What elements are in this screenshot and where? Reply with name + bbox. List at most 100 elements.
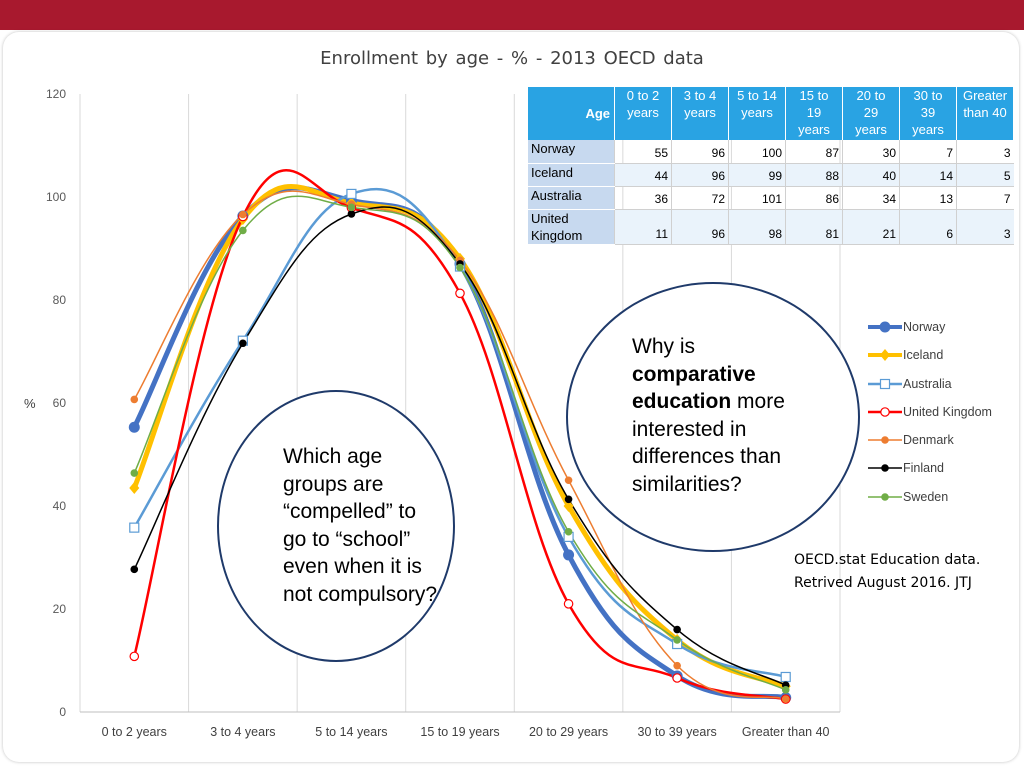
series-line: [133, 169, 787, 701]
table-cell: 40: [842, 163, 900, 187]
data-point: [673, 636, 681, 644]
table-header: 30 to 39 years: [899, 87, 957, 140]
source-note: OECD.stat Education data. Retrived Augus…: [794, 552, 981, 591]
data-point: [563, 500, 574, 512]
legend-label: Australia: [903, 376, 952, 391]
table-row: Norway 55 96 100 87 30 7 3: [528, 140, 1014, 164]
x-tick-label: 20 to 29 years: [529, 725, 608, 739]
table-cell: 11: [614, 209, 672, 245]
data-point: [455, 288, 465, 299]
table-row: Australia 36 72 101 86 34 13 7: [528, 186, 1014, 210]
table-cell: 5: [956, 163, 1014, 187]
table-country-cell: Norway: [528, 140, 615, 164]
table-header: 5 to 14 years: [728, 87, 786, 140]
data-point: [673, 661, 681, 670]
legend-swatch: [868, 378, 902, 389]
y-axis-label: %: [24, 396, 36, 411]
table-header: 20 to 29 years: [842, 87, 900, 140]
legend-swatch-marker: [879, 378, 891, 389]
table-row: Iceland 44 96 99 88 40 14 5: [528, 163, 1014, 187]
legend-label: Iceland: [903, 348, 944, 363]
data-point: [346, 188, 357, 200]
table-cell: 88: [785, 163, 843, 187]
y-tick-label: 40: [53, 499, 67, 513]
data-point: [130, 469, 139, 477]
data-point: [129, 522, 140, 533]
table-corner-label: Age: [528, 87, 615, 140]
data-point: [347, 210, 356, 218]
y-tick-label: 0: [59, 705, 66, 719]
table-header: 15 to 19 years: [785, 87, 843, 140]
legend-swatch: [868, 464, 902, 473]
table-cell: 7: [956, 186, 1014, 210]
legend-swatch: [868, 492, 902, 501]
table-cell: 101: [728, 186, 786, 210]
table-cell: 96: [671, 140, 729, 164]
legend-label: Denmark: [903, 433, 954, 448]
table-header: Greater than 40: [956, 87, 1014, 140]
data-point: [780, 671, 791, 683]
table-cell: 100: [728, 140, 786, 164]
data-point: [563, 599, 574, 609]
table-cell: 55: [614, 140, 672, 164]
legend-swatch-marker: [879, 321, 891, 333]
y-tick-label: 80: [53, 293, 67, 307]
table-country-cell: Australia: [528, 186, 615, 210]
data-point: [130, 565, 139, 574]
y-tick-label: 120: [46, 87, 66, 101]
data-point: [564, 527, 573, 536]
x-tick-label: 0 to 2 years: [102, 725, 167, 739]
data-point: [239, 339, 247, 348]
legend-label: Sweden: [903, 489, 949, 504]
table-cell: 3: [956, 209, 1014, 245]
legend-swatch-marker: [881, 464, 889, 473]
data-point: [456, 263, 464, 272]
legend-swatch: [868, 407, 902, 417]
question-bubble-left: [217, 390, 455, 662]
y-tick-label: 60: [53, 396, 67, 410]
table-cell: 96: [671, 209, 729, 245]
legend-swatch: [868, 436, 902, 444]
data-point: [130, 395, 139, 404]
table-row: United Kingdom 11 96 98 81 21 6 3: [528, 209, 1014, 245]
table-cell: 34: [842, 186, 900, 210]
table-cell: 81: [785, 209, 843, 245]
data-point: [564, 476, 573, 485]
legend-label: Finland: [903, 461, 944, 476]
table-cell: 21: [842, 209, 900, 245]
legend-label: United Kingdom: [903, 404, 992, 419]
x-tick-label: Greater than 40: [742, 725, 830, 739]
data-point: [239, 226, 247, 235]
table-cell: 44: [614, 163, 672, 187]
table-cell: 6: [899, 209, 957, 245]
x-tick-label: 5 to 14 years: [315, 725, 387, 739]
data-point: [781, 695, 790, 703]
legend-swatch: [868, 349, 902, 362]
table-cell: 86: [785, 186, 843, 210]
table-cell: 14: [899, 163, 957, 187]
data-point: [781, 686, 790, 694]
data-point: [128, 421, 140, 433]
y-tick-label: 20: [53, 602, 67, 616]
table-cell: 96: [671, 163, 729, 187]
data-point: [672, 673, 682, 683]
table-country-cell: Iceland: [528, 163, 615, 187]
table-cell: 30: [842, 140, 900, 164]
data-point: [564, 495, 573, 504]
legend-swatch: [868, 321, 902, 333]
question-bubble-right: [566, 282, 860, 552]
question-text-left: Which age groups are “compelled” to go t…: [283, 445, 438, 606]
legend-swatch-marker: [881, 492, 889, 501]
y-tick-label: 100: [46, 190, 66, 204]
data-point: [129, 481, 140, 494]
enrollment-table: Age 0 to 2 years 3 to 4 years 5 to 14 years…: [528, 87, 1014, 245]
header-band: [0, 0, 1024, 30]
legend-swatch-marker: [880, 407, 890, 417]
data-point: [239, 210, 247, 219]
question-text-right: Why is comparative education more intere…: [632, 335, 785, 496]
legend-swatch-marker: [881, 436, 889, 444]
legend-label: Norway: [903, 320, 946, 334]
data-point: [563, 549, 575, 561]
table-country-cell: United Kingdom: [528, 209, 615, 245]
x-tick-label: 3 to 4 years: [210, 725, 275, 739]
